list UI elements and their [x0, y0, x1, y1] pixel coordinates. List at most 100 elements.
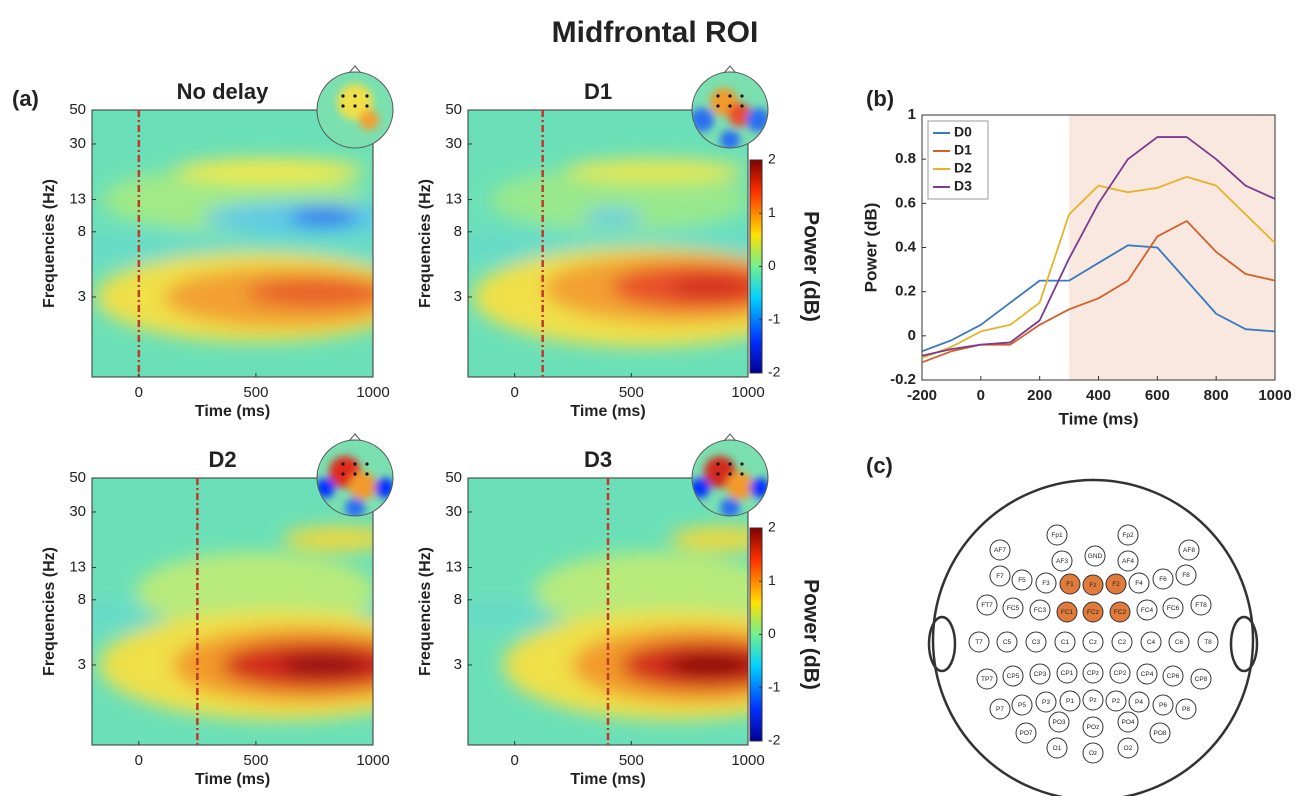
y-axis-label: Frequencies (Hz) — [41, 547, 58, 676]
electrode-label: FC2 — [1114, 609, 1127, 616]
electrode-label: CPz — [1087, 670, 1099, 677]
electrode-label: P6 — [1159, 702, 1167, 709]
electrode-label: CP3 — [1034, 671, 1047, 678]
y-tick-label: 50 — [69, 101, 86, 118]
y-tick-label: 50 — [69, 469, 86, 486]
topomap-electrode — [341, 94, 344, 97]
topomap-electrode — [365, 94, 368, 97]
x-axis-label: Time (ms) — [570, 403, 645, 420]
topomap-electrode — [365, 104, 368, 107]
y-tick-label: 50 — [445, 101, 462, 118]
chart-panel: 3813305005001000No delayTime (ms)Frequen… — [41, 66, 416, 420]
topomap-electrode — [353, 104, 356, 107]
topomap-electrode — [353, 94, 356, 97]
heatmap-blob — [666, 655, 756, 675]
y-axis-label: Power (dB) — [861, 203, 880, 293]
electrode-label: O2 — [1124, 745, 1133, 752]
y-tick-label: 13 — [69, 558, 86, 575]
electrode-label: CP4 — [1141, 671, 1154, 678]
electrode-label: CP8 — [1195, 676, 1208, 683]
topomap-electrode — [353, 472, 356, 475]
x-tick-label: -200 — [907, 387, 937, 404]
electrode-label: FC6 — [1167, 605, 1180, 612]
electrode-label: P5 — [1018, 702, 1026, 709]
electrode-label: P3 — [1042, 699, 1050, 706]
heatmap-blob — [671, 277, 751, 297]
legend-label: D1 — [954, 142, 972, 158]
electrode-label: PO3 — [1052, 719, 1065, 726]
electrode-label: CP5 — [1007, 673, 1020, 680]
y-tick-label: 13 — [445, 558, 462, 575]
y-tick-label: 0.8 — [895, 150, 916, 167]
colorbar-tick-label: -2 — [768, 732, 781, 748]
chart-title: D2 — [208, 447, 236, 472]
chart-title: D3 — [584, 447, 612, 472]
electrode-label: C5 — [1003, 639, 1012, 646]
electrode-label: PO4 — [1121, 719, 1134, 726]
topomap-electrode — [716, 472, 719, 475]
chart-panel: -0.200.20.40.60.81-20002004006008001000D… — [861, 106, 1291, 429]
topomap-electrode — [365, 472, 368, 475]
electrode-label: O1 — [1053, 745, 1062, 752]
legend-label: D3 — [954, 178, 972, 194]
topomap-electrode — [341, 104, 344, 107]
electrode-label: F1 — [1066, 581, 1074, 588]
y-tick-label: 8 — [78, 591, 86, 608]
chart-title: D1 — [584, 79, 612, 104]
x-axis-label: Time (ms) — [570, 771, 645, 788]
topomap-blob — [359, 110, 379, 130]
electrode-label: AF7 — [994, 547, 1006, 554]
electrode-label: F8 — [1182, 572, 1190, 579]
chart-panel: 3813305005001000D3Time (ms)Frequencies (… — [417, 434, 843, 788]
heatmap-blob — [565, 159, 745, 183]
shade-region — [1069, 115, 1275, 380]
topomap-electrode — [365, 462, 368, 465]
electrode-label: P7 — [996, 706, 1004, 713]
electrode-label: Cz — [1089, 639, 1097, 646]
y-tick-label: 0.6 — [895, 194, 916, 211]
electrode-label: F7 — [996, 573, 1004, 580]
y-tick-label: -0.2 — [890, 371, 916, 388]
topomap-blob — [349, 472, 377, 500]
colorbar-tick-label: 1 — [768, 204, 776, 220]
electrode-label: P8 — [1182, 706, 1190, 713]
figure-title: Midfrontal ROI — [552, 16, 759, 49]
electrode-label: Fp2 — [1122, 532, 1134, 539]
colorbar-tick-label: 2 — [768, 519, 776, 535]
colorbar-label: Power (dB) — [799, 211, 822, 322]
colorbar-tick-label: 2 — [768, 151, 776, 167]
colorbar-tick-label: 0 — [768, 257, 776, 273]
y-tick-label: 3 — [78, 656, 86, 673]
panel-label: (a) — [12, 86, 39, 111]
colorbar-label: Power (dB) — [799, 579, 822, 690]
electrode-label: C1 — [1061, 639, 1070, 646]
heatmap-blob — [283, 527, 393, 551]
y-axis-label: Frequencies (Hz) — [417, 179, 434, 308]
electrode-label: PO8 — [1153, 730, 1166, 737]
electrode-label: FC1 — [1061, 609, 1074, 616]
y-tick-label: 30 — [445, 135, 462, 152]
electrode-label: F6 — [1159, 576, 1167, 583]
electrode-label: TP7 — [981, 676, 993, 683]
topomap-electrode — [716, 104, 719, 107]
heatmap — [82, 110, 416, 377]
legend-label: D0 — [954, 124, 972, 140]
y-tick-label: 0 — [908, 327, 916, 344]
x-tick-label: 1000 — [731, 752, 764, 769]
y-tick-label: 30 — [69, 135, 86, 152]
electrode-label: P2 — [1112, 698, 1120, 705]
y-axis-label: Frequencies (Hz) — [417, 547, 434, 676]
electrode-label: T8 — [1204, 639, 1212, 646]
x-tick-label: 800 — [1204, 387, 1229, 404]
electrode-label: Pz — [1089, 697, 1097, 704]
topomap-electrode — [341, 472, 344, 475]
colorbar-tick-label: 0 — [768, 625, 776, 641]
topomap-electrode — [740, 94, 743, 97]
electrode-label: C3 — [1032, 639, 1041, 646]
electrode-label: Fp1 — [1051, 532, 1063, 539]
x-tick-label: 500 — [243, 752, 268, 769]
electrode-label: Oz — [1089, 750, 1097, 757]
electrode-label: CP6 — [1167, 673, 1180, 680]
topomap-electrode — [740, 472, 743, 475]
topomap-electrode — [716, 462, 719, 465]
